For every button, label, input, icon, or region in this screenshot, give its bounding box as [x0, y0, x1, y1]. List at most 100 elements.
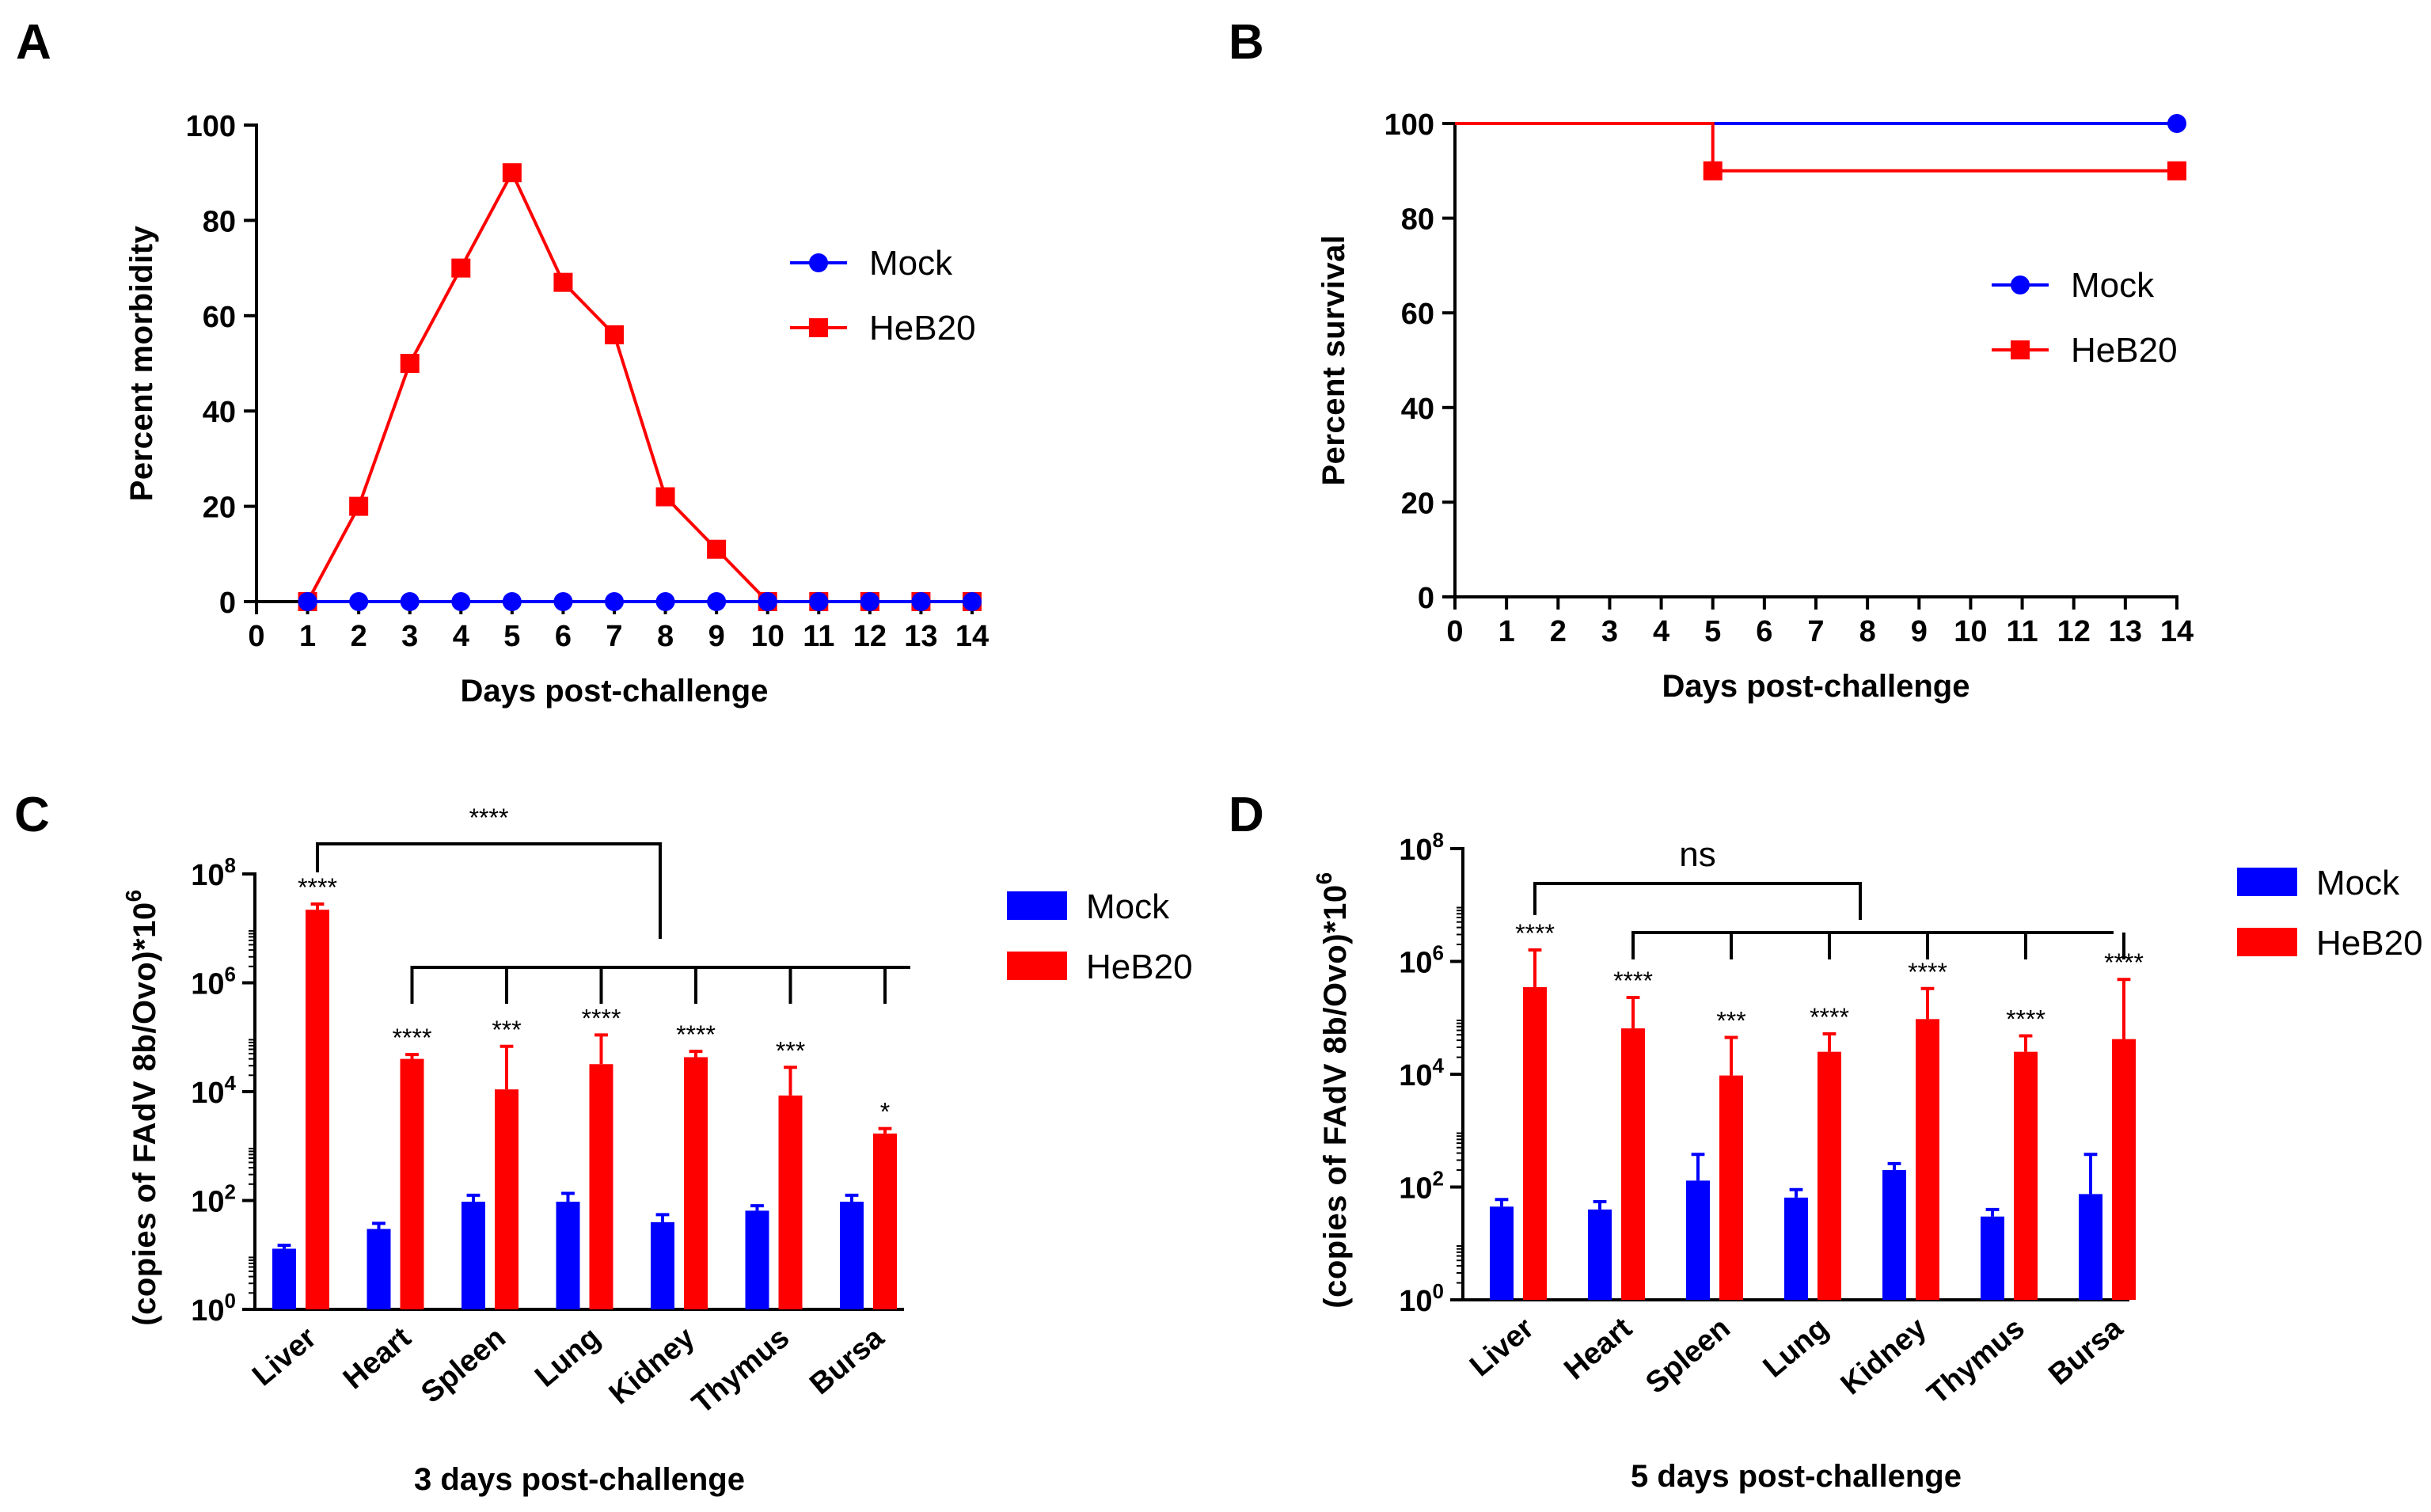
x-tick-label: 9 — [1911, 615, 1928, 648]
significance-label: *** — [776, 1036, 805, 1065]
data-point-mock — [911, 592, 931, 611]
significance-label: **** — [2006, 1005, 2045, 1033]
y-tick-label: 108 — [1399, 828, 1444, 867]
y-tick-label: 108 — [191, 853, 236, 892]
data-point-heb20 — [451, 258, 471, 278]
category-label: Bursa — [803, 1320, 891, 1401]
data-point-heb20 — [707, 539, 727, 559]
x-tick-label: 2 — [351, 620, 367, 653]
bar-heb20-thymus — [778, 1095, 803, 1309]
data-point-mock — [707, 592, 727, 611]
bar-heb20-spleen — [1719, 1075, 1743, 1300]
bar-heb20-kidney — [684, 1057, 708, 1309]
significance-label: * — [880, 1098, 890, 1126]
significance-label: *** — [1716, 1006, 1745, 1035]
legend-label-mock: Mock — [1086, 887, 1170, 926]
bar-heb20-liver — [1523, 986, 1547, 1300]
series-line-heb20 — [1455, 122, 2177, 173]
x-axis-label: 3 days post-challenge — [414, 1462, 745, 1497]
legend-label-heb20: HeB20 — [1086, 948, 1193, 986]
significance-label: **** — [393, 1024, 432, 1052]
data-point-heb20 — [655, 487, 675, 507]
category-label: Liver — [246, 1321, 323, 1393]
bar-mock-spleen — [462, 1202, 485, 1309]
comparison-bracket-group — [410, 966, 910, 1004]
x-tick-label: 5 — [503, 620, 520, 653]
category-label: Kidney — [1835, 1312, 1933, 1402]
data-point-heb20 — [400, 354, 420, 373]
y-tick-label: 80 — [203, 205, 236, 238]
data-point-mock — [963, 592, 982, 611]
y-tick-label: 102 — [1399, 1167, 1444, 1206]
category-label: Spleen — [1639, 1312, 1736, 1400]
significance-label: **** — [582, 1004, 621, 1032]
legend-swatch-mock — [2237, 868, 2297, 896]
panel-label: B — [1229, 15, 1264, 70]
x-tick-label: 5 — [1704, 615, 1721, 648]
y-tick-label: 60 — [1401, 298, 1434, 331]
series-line-heb20 — [306, 169, 972, 603]
category-label: Thymus — [686, 1321, 796, 1421]
legend-label-heb20: HeB20 — [2316, 924, 2423, 963]
category-label: Thymus — [1921, 1312, 2031, 1411]
x-tick-label: 8 — [1859, 615, 1876, 648]
data-point-heb20 — [2167, 161, 2186, 180]
y-tick-label: 40 — [1401, 393, 1434, 426]
bar-mock-kidney — [651, 1221, 674, 1309]
y-tick-label: 100 — [1399, 1279, 1444, 1318]
legend-swatch-heb20 — [2237, 928, 2297, 956]
bar-mock-bursa — [2079, 1194, 2102, 1300]
x-tick-label: 10 — [1954, 615, 1987, 648]
comparison-bracket-liver — [316, 842, 662, 939]
category-label: Kidney — [603, 1321, 701, 1411]
x-tick-label: 14 — [2160, 615, 2194, 648]
comparison-label: **** — [469, 803, 509, 832]
x-tick-label: 12 — [2057, 615, 2091, 648]
x-tick-label: 7 — [1807, 615, 1824, 648]
legend-swatch-mock — [1007, 891, 1067, 920]
y-tick-label: 20 — [203, 492, 236, 525]
legend-marker-mock — [2011, 275, 2030, 294]
data-point-heb20 — [553, 272, 573, 292]
y-axis-label: Percent morbidity — [124, 225, 159, 501]
x-tick-label: 3 — [401, 620, 418, 653]
comparison-bracket-liver — [1533, 882, 1862, 920]
x-tick-label: 1 — [299, 620, 316, 653]
panel-label: C — [14, 788, 50, 842]
significance-label: **** — [1908, 958, 1947, 986]
data-point-heb20 — [502, 163, 522, 183]
x-axis-label: 5 days post-challenge — [1631, 1459, 1962, 1494]
category-label: Heart — [1558, 1312, 1639, 1387]
category-label: Liver — [1464, 1312, 1540, 1384]
bar-mock-liver — [272, 1248, 296, 1309]
legend-swatch-heb20 — [1007, 952, 1067, 980]
y-tick-label: 0 — [219, 587, 236, 620]
data-point-mock — [502, 592, 522, 611]
data-point-mock — [605, 592, 624, 611]
x-tick-label: 6 — [555, 620, 572, 653]
bar-mock-lung — [1784, 1197, 1808, 1300]
y-axis-label: Percent survival — [1316, 234, 1351, 485]
bar-heb20-bursa — [873, 1133, 897, 1309]
y-tick-label: 80 — [1401, 203, 1434, 237]
category-label: Spleen — [415, 1321, 511, 1410]
significance-label: *** — [492, 1016, 521, 1044]
x-tick-label: 9 — [708, 620, 725, 653]
legend-label-mock: Mock — [2071, 266, 2155, 305]
data-point-mock — [451, 592, 471, 611]
significance-label: **** — [1515, 919, 1555, 948]
x-tick-label: 7 — [606, 620, 622, 653]
significance-label: **** — [1613, 967, 1653, 995]
x-tick-label: 13 — [904, 620, 937, 653]
y-tick-label: 40 — [203, 396, 236, 429]
panel-c: C 100 102 104 106 108 (copies of FAdV 8b/Ovo)*… — [14, 788, 1193, 1497]
x-tick-label: 11 — [2006, 615, 2038, 648]
x-tick-label: 4 — [1653, 615, 1669, 648]
panel-label: A — [16, 15, 51, 70]
x-axis-label: Days post-challenge — [460, 674, 768, 709]
x-tick-label: 10 — [751, 620, 784, 653]
comparison-bracket-group — [1631, 931, 2114, 959]
x-tick-label: 13 — [2109, 615, 2142, 648]
panel-label: D — [1229, 788, 1264, 842]
